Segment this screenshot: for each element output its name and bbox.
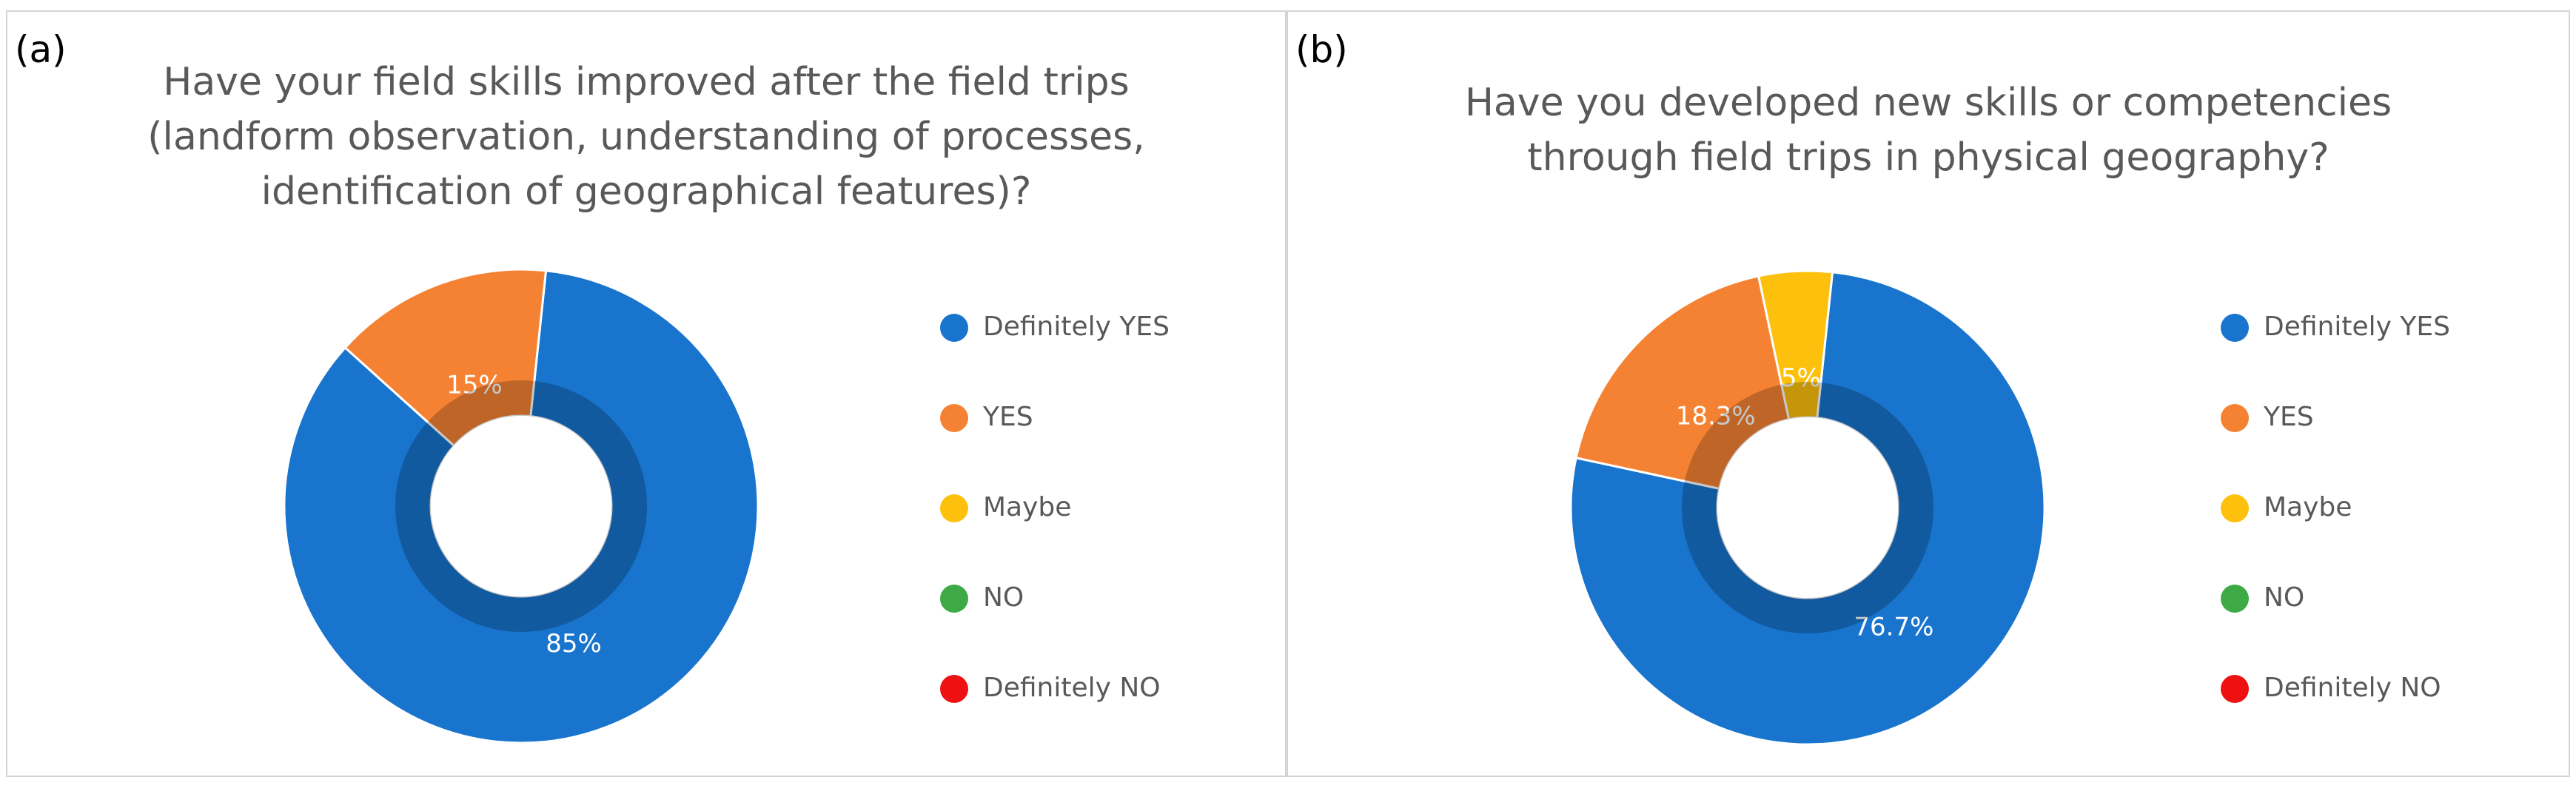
legend-label: Maybe: [2264, 492, 2352, 522]
chart-title-line: through field trips in physical geograph…: [1527, 135, 2330, 180]
legend-swatch: [2221, 585, 2249, 613]
legend-label: Definitely NO: [983, 673, 1161, 703]
legend-label: YES: [983, 402, 1033, 432]
legend-label: NO: [2264, 582, 2305, 613]
panel-label: (b): [1295, 28, 1348, 71]
legend-swatch: [940, 494, 968, 522]
donut-slice-definitely-yes: [1569, 271, 2046, 746]
donut-inner-ring: [395, 380, 647, 632]
chart-title: Have your field skills improved after th…: [7, 55, 1285, 219]
chart-title: Have you developed new skills or compete…: [1288, 75, 2569, 185]
panel-label: (a): [15, 28, 67, 71]
chart-title-line: (landform observation, understanding of …: [147, 115, 1145, 159]
donut-hole: [1717, 417, 1898, 598]
chart-title-line: Have your field skills improved after th…: [163, 60, 1130, 104]
legend-swatch: [2221, 494, 2249, 522]
chart-title-line: identification of geographical features)…: [261, 169, 1032, 214]
legend-swatch: [2221, 675, 2249, 703]
donut-slice-definitely-yes: [283, 269, 759, 744]
legend-label: NO: [983, 582, 1024, 613]
legend-swatch: [940, 404, 968, 432]
chart-panel-a: (a) Have your field skills improved afte…: [6, 10, 1287, 777]
legend-label: YES: [2264, 402, 2314, 432]
legend-swatch: [2221, 404, 2249, 432]
legend-swatch: [940, 675, 968, 703]
legend-label: Definitely NO: [2264, 673, 2441, 703]
donut-inner-ring: [1682, 382, 1933, 633]
legend-label: Definitely YES: [983, 312, 1170, 342]
data-label-yes: 15%: [446, 371, 503, 400]
chart-title-line: Have you developed new skills or compete…: [1464, 81, 2392, 125]
data-label-definitely-yes: 85%: [546, 629, 602, 659]
legend-label: Definitely YES: [2264, 312, 2450, 342]
legend-swatch: [940, 314, 968, 342]
data-label-maybe: 5%: [1781, 363, 1821, 393]
legend-swatch: [2221, 314, 2249, 342]
legend-swatch: [940, 585, 968, 613]
legend-label: Maybe: [983, 492, 1072, 522]
chart-panel-b: (b) Have you developed new skills or com…: [1287, 10, 2570, 777]
donut-chart: 85% 15%: [283, 268, 759, 744]
data-label-definitely-yes: 76.7%: [1854, 613, 1933, 642]
data-label-yes: 18.3%: [1676, 401, 1756, 431]
donut-hole: [431, 416, 611, 596]
donut-chart: 76.7% 18.3% 5%: [1569, 269, 2046, 746]
